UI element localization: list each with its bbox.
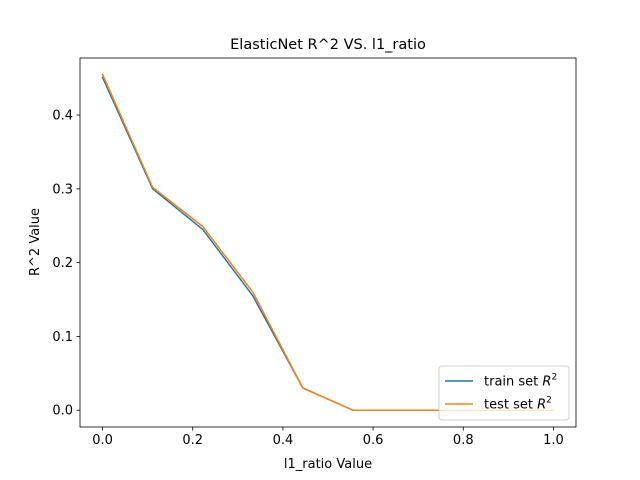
y-tick-label: 0.0 bbox=[52, 404, 73, 419]
y-tick-label: 0.4 bbox=[52, 109, 73, 124]
y-tick-label: 0.2 bbox=[52, 256, 73, 271]
legend-label-test: test set R2 bbox=[484, 396, 552, 413]
y-tick-label: 0.1 bbox=[52, 330, 73, 345]
chart-title: ElasticNet R^2 VS. l1_ratio bbox=[230, 37, 426, 53]
x-tick-label: 0.8 bbox=[453, 433, 474, 448]
x-tick-label: 0.4 bbox=[273, 433, 294, 448]
axes-frame bbox=[79, 57, 577, 428]
axes-layer: 0.0 0.2 0.4 0.6 0.8 1.0 0.0 0.1 0.2 0.3 0.4 bbox=[52, 57, 577, 448]
x-tick-label: 0.6 bbox=[363, 433, 384, 448]
legend: train set R2 test set R2 bbox=[438, 365, 570, 421]
y-tick-label: 0.3 bbox=[52, 182, 73, 197]
x-axis-label: l1_ratio Value bbox=[284, 457, 372, 472]
x-tick-label: 1.0 bbox=[543, 433, 564, 448]
legend-label-train: train set R2 bbox=[484, 373, 557, 390]
legend-box bbox=[438, 365, 570, 421]
x-tick-label: 0.2 bbox=[182, 433, 203, 448]
y-axis-label: R^2 Value bbox=[28, 208, 43, 276]
x-tick-label: 0.0 bbox=[92, 433, 113, 448]
